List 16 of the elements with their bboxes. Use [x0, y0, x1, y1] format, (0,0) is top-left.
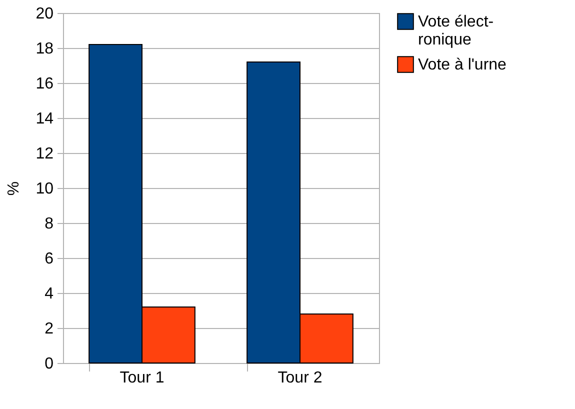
y-tick-label: 14 — [36, 110, 54, 128]
legend-label: Vote élect- ronique — [418, 14, 494, 48]
y-tick-label: 12 — [36, 146, 54, 162]
y-tick-label: 16 — [36, 76, 54, 92]
y-tick-label: 0 — [44, 356, 54, 372]
y-tick-label: 8 — [44, 216, 54, 232]
y-tick-label: 6 — [44, 250, 54, 268]
y-tick-label: 2 — [44, 320, 54, 338]
x-tick-label: Tour 2 — [278, 370, 322, 386]
y-tick-label: 18 — [36, 40, 54, 58]
y-tick-label: 10 — [36, 180, 54, 198]
y-tick-label: 20 — [36, 6, 54, 22]
y-tick-label: 4 — [44, 286, 54, 302]
y-axis-title: % — [6, 181, 23, 196]
legend-label: Vote à l'urne — [418, 56, 507, 74]
x-tick-label: Tour 1 — [120, 370, 164, 386]
